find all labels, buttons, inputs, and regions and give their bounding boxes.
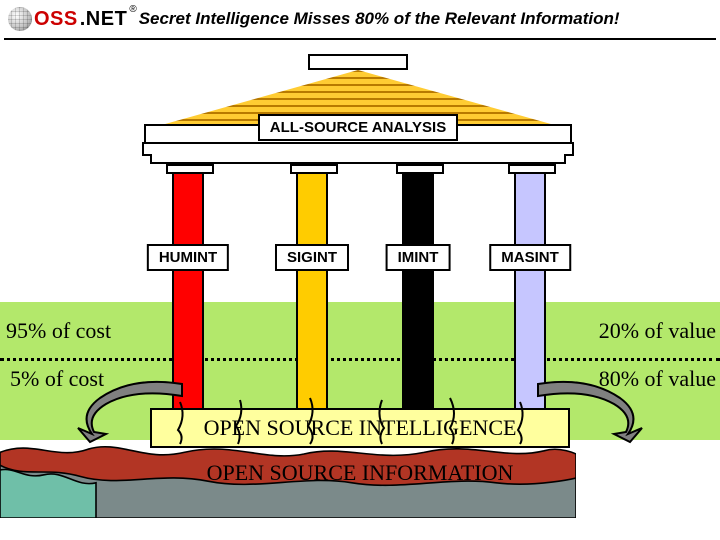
registered-mark: ® [129,4,136,15]
osinf-label: OPEN SOURCE INFORMATION [150,460,570,486]
diagram-stage: ALL-SOURCE ANALYSIS HUMINT SIGINT IMINT MAS… [0,40,720,540]
pillar-sigint: SIGINT [296,164,328,410]
pillar-label-sigint: SIGINT [275,244,349,271]
pillar-masint: MASINT [514,164,546,410]
pillar-cap [290,164,338,174]
entablature-2 [150,154,566,164]
globe-icon [8,7,32,31]
all-source-analysis-label: ALL-SOURCE ANALYSIS [258,114,458,141]
logo: OSS.NET [8,7,127,31]
pillar-label-masint: MASINT [489,244,571,271]
pillar-humint: HUMINT [172,164,204,410]
pillar-label-imint: IMINT [386,244,451,271]
pillar-cap [396,164,444,174]
header: OSS.NET ® Secret Intelligence Misses 80%… [0,0,720,38]
logo-text-net: .NET [80,8,128,31]
pillar-imint: IMINT [402,164,434,410]
pillar-cap [508,164,556,174]
osi-cracks [150,396,570,446]
dotted-divider [0,358,720,361]
roof-cap [308,54,408,70]
page-headline: Secret Intelligence Misses 80% of the Re… [139,9,620,29]
logo-text-oss: OSS [34,8,78,31]
pillar-cap [166,164,214,174]
pillar-label-humint: HUMINT [147,244,229,271]
cost-95-label: 95% of cost [6,318,111,344]
value-20-label: 20% of value [599,318,716,344]
